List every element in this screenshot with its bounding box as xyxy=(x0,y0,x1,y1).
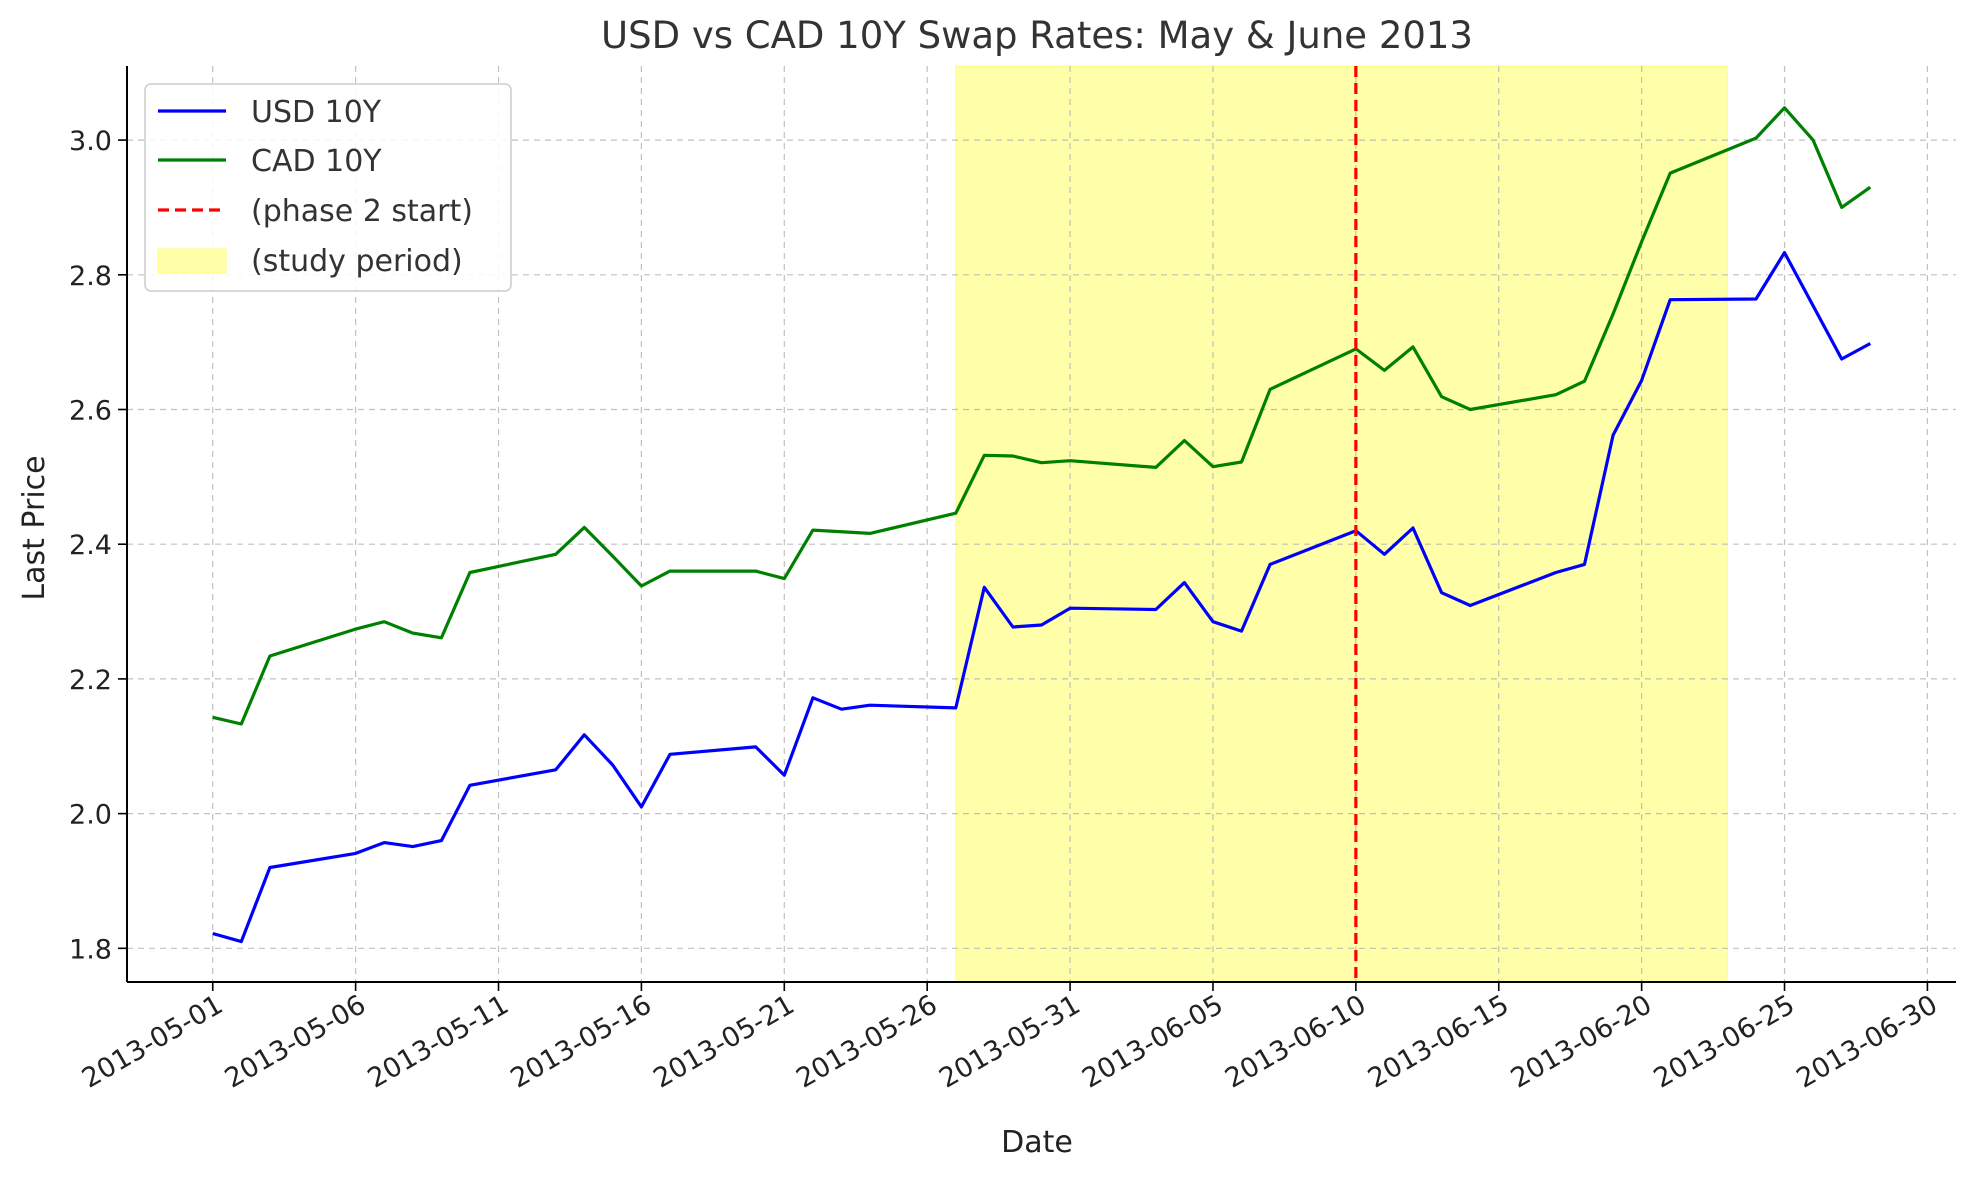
legend-box xyxy=(144,83,512,292)
y-tick-label: 3.0 xyxy=(69,126,112,157)
y-tick-label: 2.2 xyxy=(69,665,112,696)
y-tick-label: 2.0 xyxy=(69,800,112,831)
x-axis-title: Date xyxy=(1001,1125,1073,1160)
legend-swatch-study-period xyxy=(157,248,227,274)
series-line-cad-10y xyxy=(212,106,1872,726)
y-tick-label: 1.8 xyxy=(69,934,112,965)
legend: USD 10Y CAD 10Y (phase 2 start) (study p… xyxy=(144,83,512,292)
legend-label-usd-10y: USD 10Y xyxy=(251,95,382,130)
y-tick-label: 2.4 xyxy=(69,530,112,561)
legend-label-study-period: (study period) xyxy=(251,244,463,279)
study-period-span xyxy=(955,65,1728,983)
chart-title: USD vs CAD 10Y Swap Rates: May & June 20… xyxy=(601,14,1473,57)
y-tick-label: 2.8 xyxy=(69,261,112,292)
y-axis-title: Last Price xyxy=(17,455,52,600)
legend-label-cad-10y: CAD 10Y xyxy=(251,144,382,179)
legend-label-phase-2-start: (phase 2 start) xyxy=(251,194,473,229)
y-tick-label: 2.6 xyxy=(69,396,112,427)
series-line-usd-10y xyxy=(212,251,1872,944)
